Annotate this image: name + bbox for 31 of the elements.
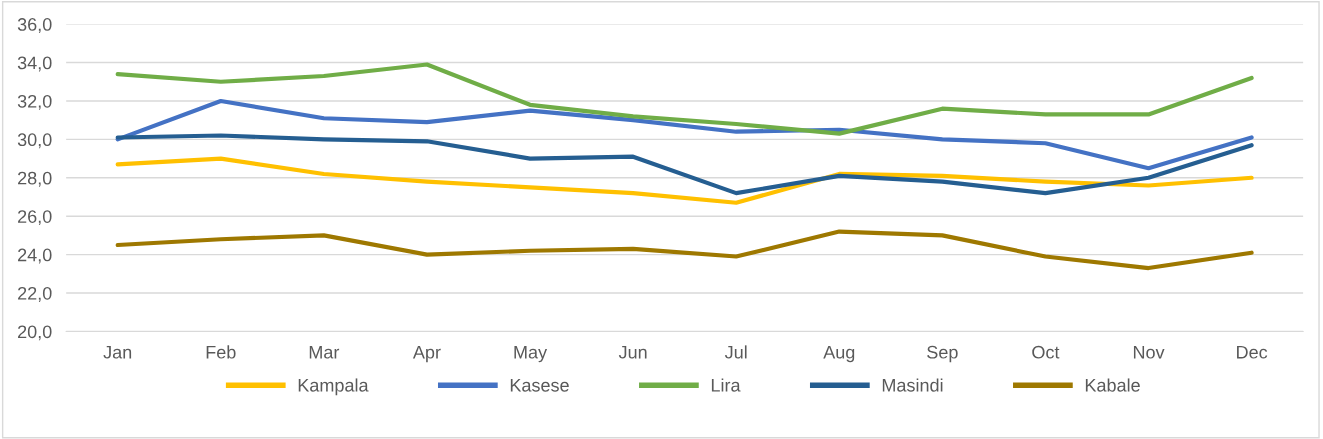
x-tick-label: Feb — [206, 345, 236, 359]
y-tick-label: 30,0 — [17, 133, 52, 149]
y-tick-label: 34,0 — [17, 56, 52, 72]
y-tick-label: 24,0 — [18, 248, 52, 264]
x-tick-label: Jun — [618, 346, 647, 359]
y-tick-label: 20,0 — [18, 325, 52, 341]
line-series — [115, 62, 1254, 136]
legend-label: Kampala — [298, 378, 369, 396]
legend-label: Kasese — [510, 379, 569, 392]
x-tick-label: May — [514, 346, 548, 363]
legend-label: Kabale — [1085, 378, 1140, 392]
legend-label: Lira — [711, 378, 741, 392]
x-tick-label: Jul — [724, 345, 747, 359]
y-tick-label: 36,0 — [17, 18, 52, 33]
x-tick-label: Apr — [412, 346, 441, 363]
line-series — [115, 133, 1254, 196]
line-series — [115, 156, 1254, 205]
y-tick-label: 22,0 — [18, 286, 52, 302]
legend-label: Masindi — [882, 378, 943, 392]
y-tick-label: 26,0 — [18, 210, 52, 226]
x-tick-label: Dec — [1237, 346, 1268, 359]
line-series — [115, 229, 1254, 271]
x-tick-label: Jan — [103, 346, 132, 359]
x-tick-label: Mar — [309, 346, 340, 359]
y-tick-label: 28,0 — [18, 171, 52, 187]
x-tick-label: Oct — [1032, 345, 1060, 359]
x-tick-label: Nov — [1133, 346, 1165, 359]
x-tick-label: Sep — [927, 345, 958, 363]
y-tick-label: 32,0 — [17, 94, 52, 110]
line-series — [115, 98, 1254, 171]
x-tick-label: Aug — [823, 346, 855, 363]
